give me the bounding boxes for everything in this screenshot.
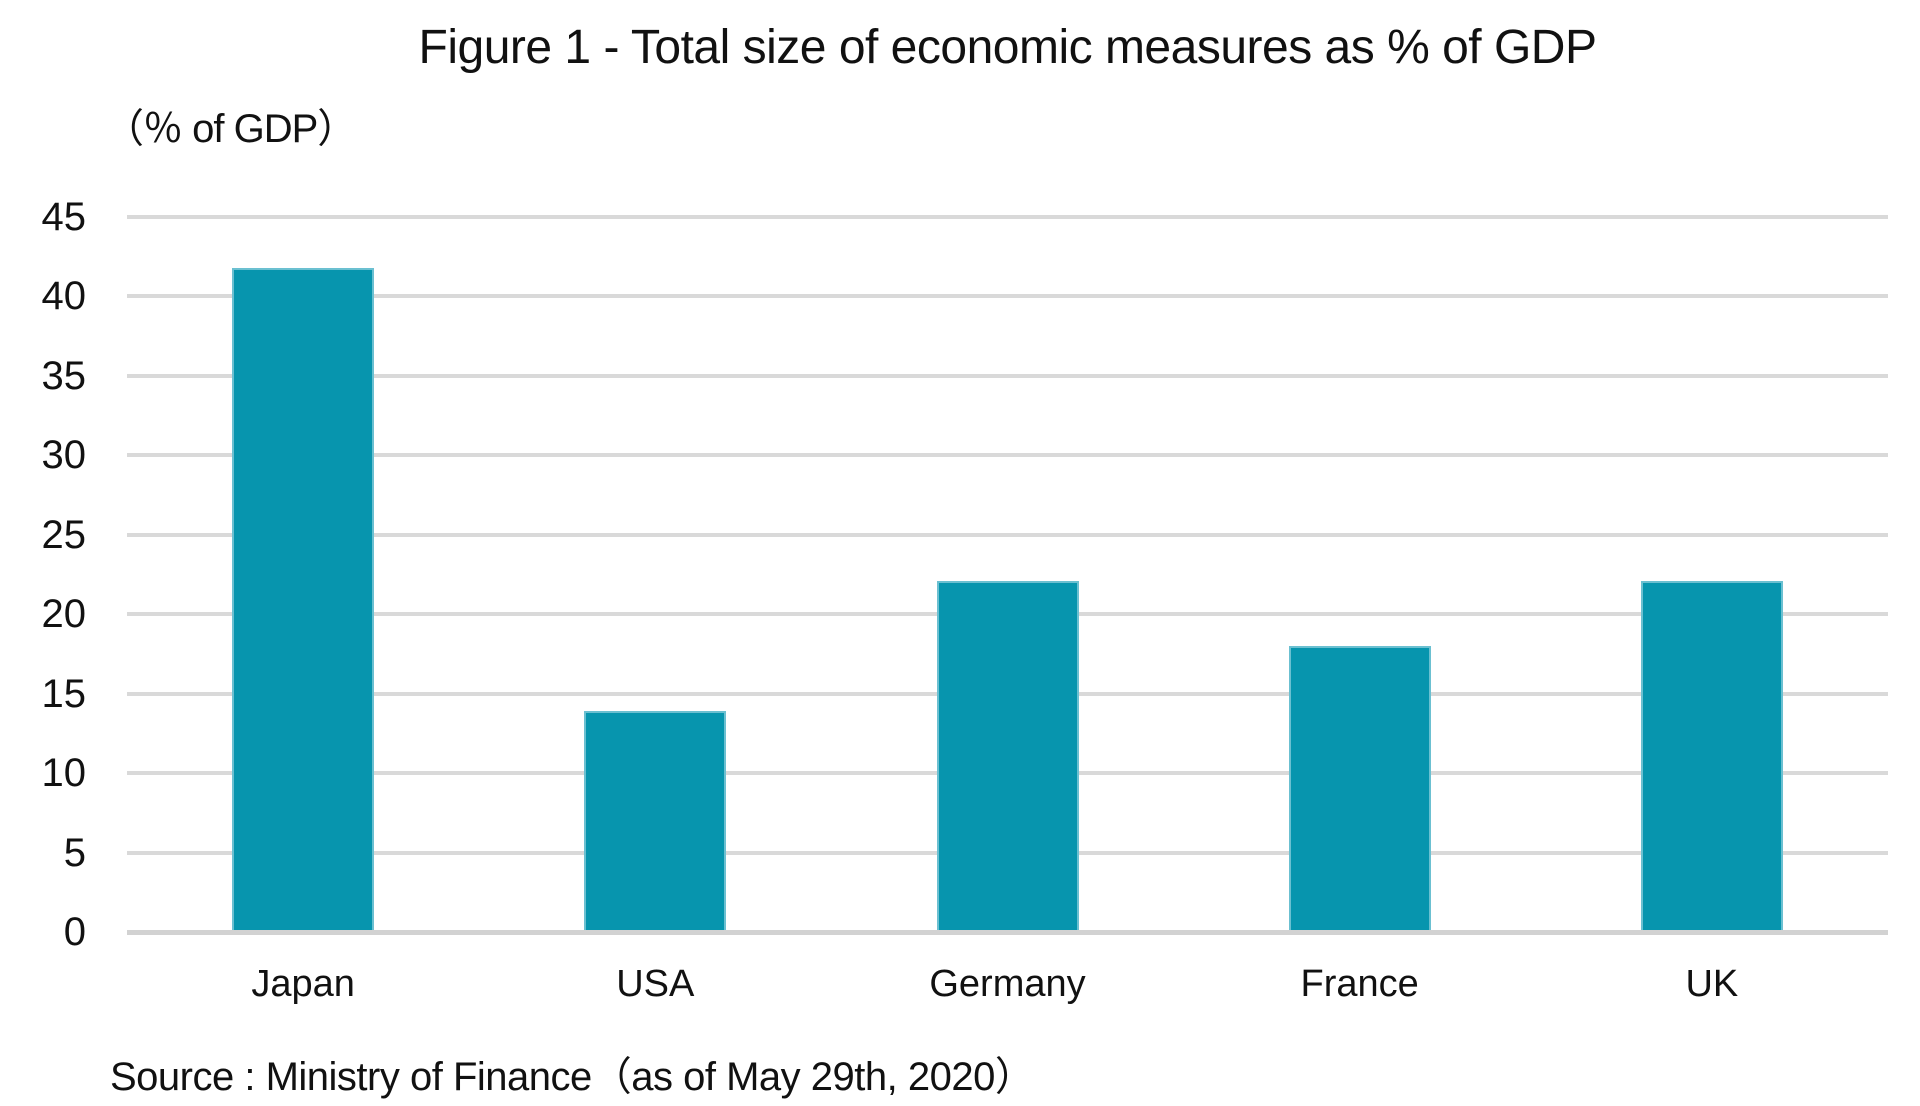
y-tick-label-30: 30 [41, 433, 87, 478]
x-axis-label-uk: UK [1685, 963, 1739, 1005]
y-tick-label-25: 25 [41, 512, 87, 557]
y-tick-label-45: 45 [41, 195, 87, 239]
gridline [127, 532, 1888, 537]
gridline [127, 373, 1888, 378]
bar-japan [232, 267, 375, 932]
y-tick-label-35: 35 [41, 353, 87, 398]
x-axis-baseline [127, 930, 1888, 935]
bar-germany [936, 580, 1079, 932]
x-axis-label-usa: USA [616, 963, 695, 1005]
x-axis-label-france: France [1300, 963, 1419, 1005]
bar-france [1288, 646, 1431, 932]
y-tick-label-15: 15 [41, 671, 87, 716]
gridline [127, 453, 1888, 458]
y-tick-label-20: 20 [41, 592, 87, 637]
y-axis-unit-label: （％ of GDP） [104, 107, 357, 151]
y-tick-label-40: 40 [41, 274, 87, 319]
x-axis-label-germany: Germany [929, 963, 1086, 1005]
y-tick-label-10: 10 [41, 751, 87, 796]
y-tick-label-0: 0 [63, 910, 86, 954]
source-note: Source : Ministry of Finance（as of May 2… [110, 1055, 1035, 1099]
gridline [127, 294, 1888, 299]
y-tick-label-5: 5 [63, 830, 86, 875]
x-axis-label-japan: Japan [251, 963, 355, 1005]
bar-uk [1640, 580, 1783, 932]
gridline [127, 215, 1888, 219]
chart-title: Figure 1 - Total size of economic measur… [418, 21, 1597, 74]
bar-usa [584, 711, 727, 932]
